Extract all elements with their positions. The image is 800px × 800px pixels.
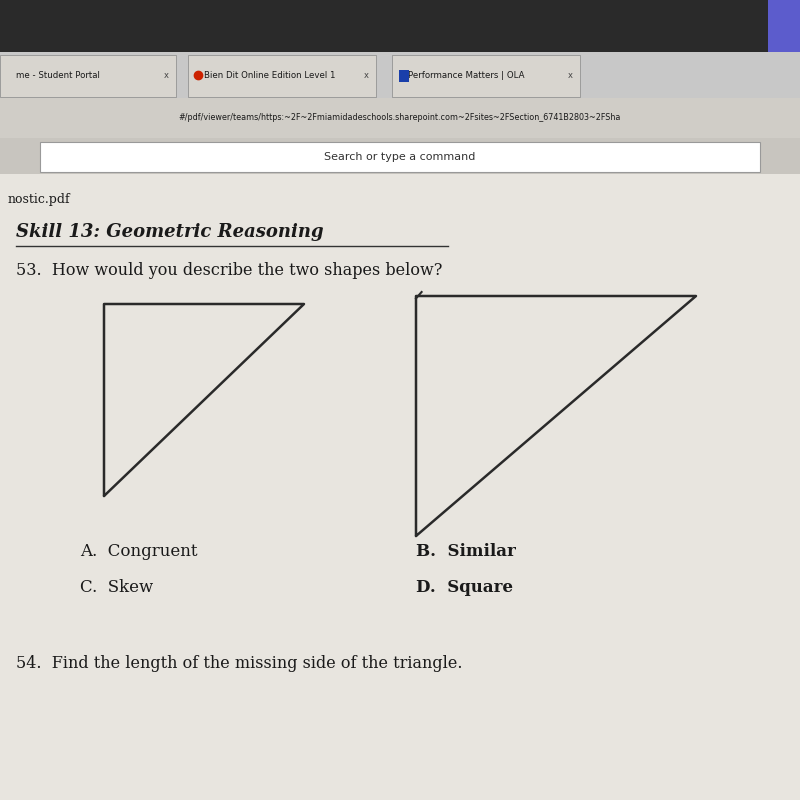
- Text: 54.  Find the length of the missing side of the triangle.: 54. Find the length of the missing side …: [16, 655, 462, 673]
- Text: C.  Skew: C. Skew: [80, 579, 154, 597]
- Text: x: x: [568, 71, 573, 81]
- Text: Performance Matters | OLA: Performance Matters | OLA: [408, 71, 525, 81]
- FancyBboxPatch shape: [0, 0, 800, 52]
- FancyBboxPatch shape: [0, 174, 800, 800]
- FancyBboxPatch shape: [768, 0, 800, 52]
- Text: D.  Square: D. Square: [416, 579, 513, 597]
- Text: Bien Dit Online Edition Level 1: Bien Dit Online Edition Level 1: [204, 71, 335, 81]
- Text: x: x: [164, 71, 169, 81]
- Text: 53.  How would you describe the two shapes below?: 53. How would you describe the two shape…: [16, 262, 442, 279]
- FancyBboxPatch shape: [0, 52, 800, 98]
- Text: nostic.pdf: nostic.pdf: [8, 194, 70, 206]
- FancyBboxPatch shape: [188, 55, 376, 97]
- FancyBboxPatch shape: [392, 55, 580, 97]
- FancyBboxPatch shape: [399, 70, 409, 82]
- FancyBboxPatch shape: [40, 142, 760, 172]
- FancyBboxPatch shape: [0, 98, 800, 138]
- Text: #/pdf/viewer/teams/https:~2F~2Fmiamidadeschools.sharepoint.com~2Fsites~2FSection: #/pdf/viewer/teams/https:~2F~2Fmiamidade…: [179, 113, 621, 122]
- Text: me - Student Portal: me - Student Portal: [16, 71, 100, 81]
- Text: A.  Congruent: A. Congruent: [80, 543, 198, 561]
- FancyBboxPatch shape: [0, 55, 176, 97]
- Text: Search or type a command: Search or type a command: [324, 152, 476, 162]
- Text: B.  Similar: B. Similar: [416, 543, 516, 561]
- Text: x: x: [364, 71, 369, 81]
- Text: Skill 13: Geometric Reasoning: Skill 13: Geometric Reasoning: [16, 223, 324, 241]
- FancyBboxPatch shape: [0, 138, 800, 174]
